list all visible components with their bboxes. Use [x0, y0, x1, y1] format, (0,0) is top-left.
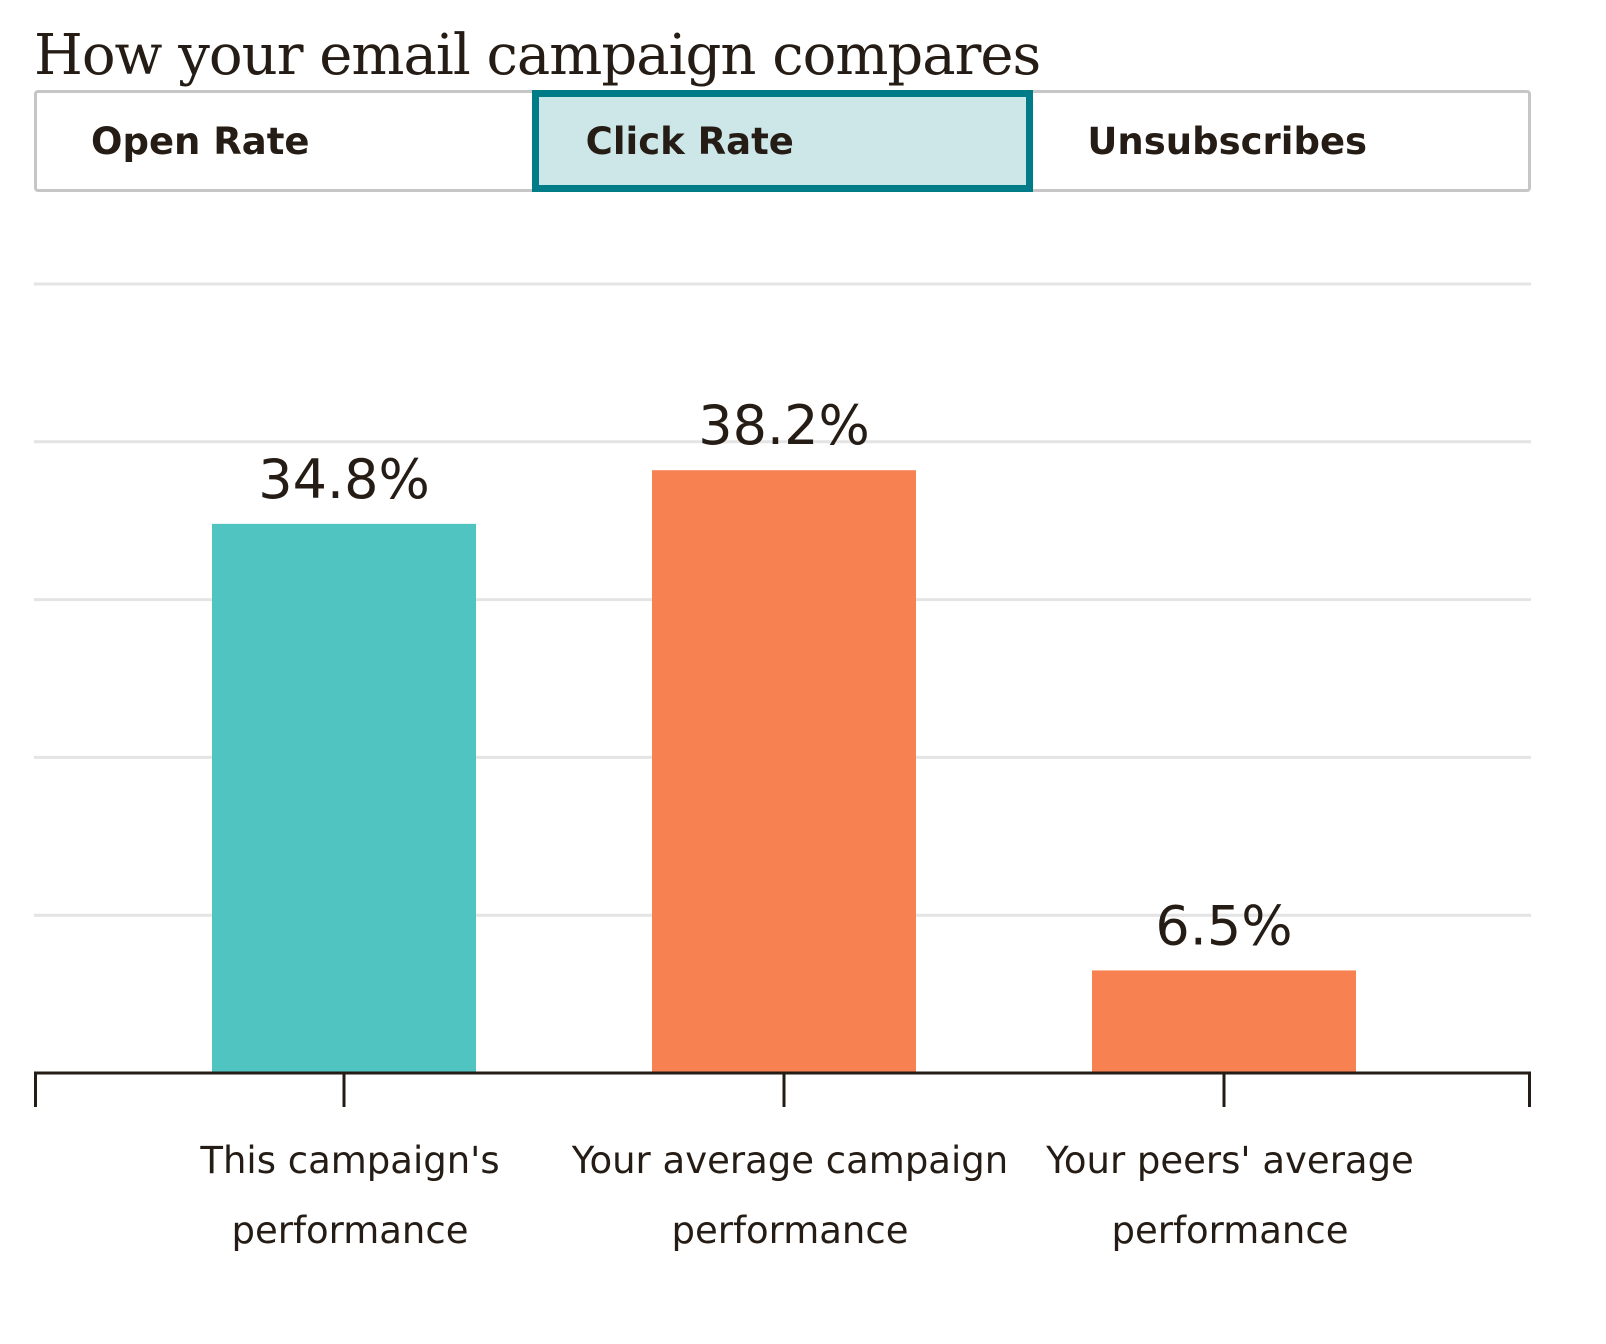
category-label: performance [1112, 1209, 1349, 1252]
tab-open-rate[interactable]: Open Rate [91, 119, 310, 163]
category-label: Your peers' average [1045, 1139, 1414, 1182]
metric-tab-bar: Open Rate Click Rate Unsubscribes [34, 90, 1531, 192]
bar [1092, 970, 1356, 1073]
bar-value-label: 34.8% [258, 448, 430, 511]
bar [652, 470, 916, 1074]
tab-click-rate[interactable]: Click Rate [531, 90, 1034, 192]
page-title: How your email campaign compares [34, 23, 1041, 88]
bar-value-label: 38.2% [698, 394, 870, 457]
tab-unsubscribes[interactable]: Unsubscribes [1087, 119, 1368, 163]
category-label: Your average campaign [571, 1139, 1008, 1182]
category-label: This campaign's [199, 1139, 499, 1182]
category-label: performance [232, 1209, 469, 1252]
bar-value-label: 6.5% [1155, 894, 1292, 957]
bar [212, 523, 476, 1073]
category-label: performance [672, 1209, 909, 1252]
